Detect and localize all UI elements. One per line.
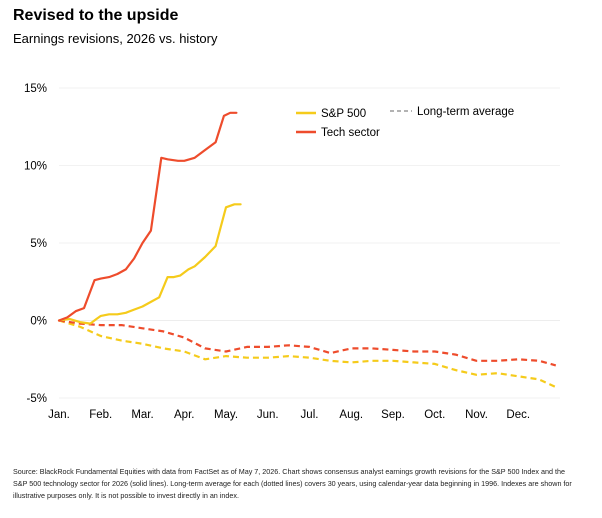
x-tick-label: Mar. xyxy=(131,409,153,421)
y-tick-label: 0% xyxy=(30,316,47,328)
source-footnote: Source: BlackRock Fundamental Equities w… xyxy=(13,467,572,500)
x-tick-label: Jan. xyxy=(48,409,70,421)
x-tick-label: Apr. xyxy=(174,409,194,421)
y-axis: 15% 10% 5% 0% -5% xyxy=(24,83,47,405)
x-tick-label: Sep. xyxy=(381,409,405,421)
y-tick-label: -5% xyxy=(27,393,47,405)
x-tick-label: Aug. xyxy=(339,409,363,421)
x-tick-label: Dec. xyxy=(506,409,530,421)
legend-label-sp500: S&P 500 xyxy=(321,108,366,120)
series-line-s-p-500 xyxy=(57,203,242,325)
legend-label-tech: Tech sector xyxy=(321,127,380,139)
x-tick-label: Feb. xyxy=(89,409,112,421)
x-tick-label: May. xyxy=(214,409,238,421)
x-tick-label: Jun. xyxy=(257,409,279,421)
grid-layer xyxy=(59,87,560,399)
series-line-tech-sector-long-term-average xyxy=(58,319,557,367)
y-tick-label: 10% xyxy=(24,161,47,173)
y-tick-label: 15% xyxy=(24,83,47,95)
x-axis: Jan. Feb. Mar. Apr. May. Jun. Jul. Aug. Sep. Oct.… xyxy=(48,409,530,421)
line-chart: 15% 10% 5% 0% -5% Jan. Feb. Mar. Apr. May. Jun. Ju… xyxy=(24,83,560,421)
series-line-tech-sector xyxy=(57,111,238,322)
series-layer xyxy=(57,111,557,389)
legend-label-longterm: Long-term average xyxy=(417,106,514,118)
series-line-s-p-500-long-term-average xyxy=(58,319,557,389)
y-tick-label: 5% xyxy=(30,238,47,250)
chart-subtitle: Earnings revisions, 2026 vs. history xyxy=(13,31,218,46)
chart-title: Revised to the upside xyxy=(13,7,179,24)
legend: S&P 500 Tech sector Long-term average xyxy=(296,106,514,139)
x-tick-label: Nov. xyxy=(465,409,488,421)
x-tick-label: Jul. xyxy=(301,409,319,421)
x-tick-label: Oct. xyxy=(424,409,445,421)
